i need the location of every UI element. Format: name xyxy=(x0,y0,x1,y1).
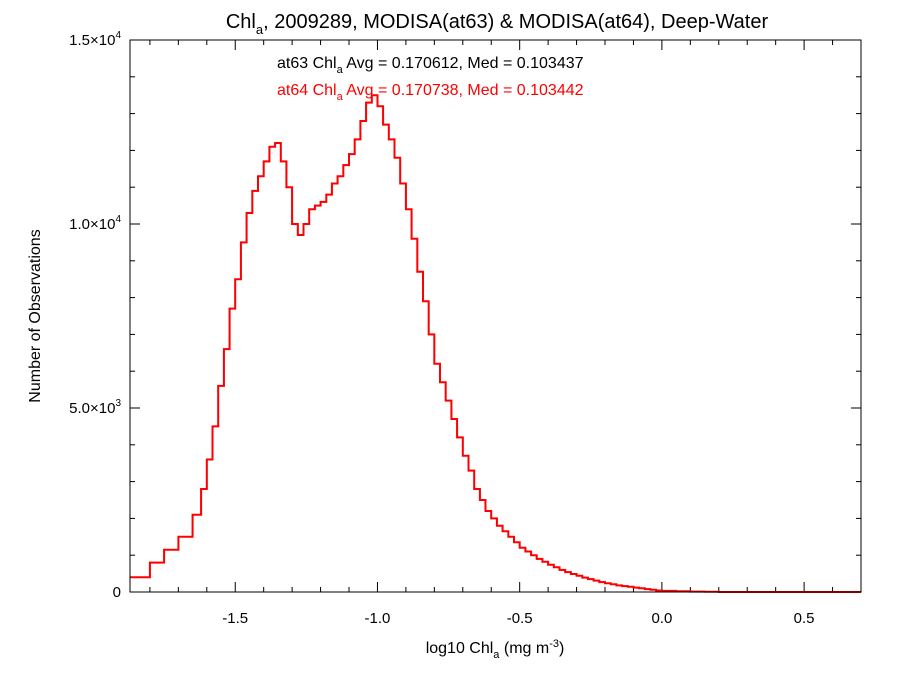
x-tick-label: 0.5 xyxy=(794,610,815,627)
stats-annotation: at64 Chla Avg = 0.170738, Med = 0.103442 xyxy=(277,82,584,103)
y-tick-label: 1.0×104 xyxy=(69,214,121,233)
y-tick-label: 1.5×104 xyxy=(69,30,121,49)
y-tick-label: 0 xyxy=(113,584,121,601)
x-tick-label: 0.0 xyxy=(651,610,672,627)
y-axis-label: Number of Observations xyxy=(27,229,44,402)
series-layer xyxy=(130,94,861,593)
chart-title: Chla, 2009289, MODISA(at63) & MODISA(at6… xyxy=(226,11,769,37)
x-tick-label: -1.0 xyxy=(365,610,391,627)
annotations: at63 Chla Avg = 0.170612, Med = 0.103437… xyxy=(277,55,584,103)
y-tick-labels: 0 5.0×103 1.0×104 1.5×104 xyxy=(69,30,121,601)
axis-ticks xyxy=(130,39,862,593)
x-tick-labels: -1.5 -1.0 -0.5 0.0 0.5 xyxy=(222,610,814,627)
series-at64-line xyxy=(130,94,861,593)
stats-annotation: at63 Chla Avg = 0.170612, Med = 0.103437 xyxy=(277,55,584,76)
x-tick-label: -1.5 xyxy=(222,610,248,627)
x-tick-label: -0.5 xyxy=(507,610,533,627)
x-axis-label: log10 Chla (mg m-3) xyxy=(426,638,565,661)
plot-frame xyxy=(129,39,862,593)
y-tick-label: 5.0×103 xyxy=(69,398,121,417)
